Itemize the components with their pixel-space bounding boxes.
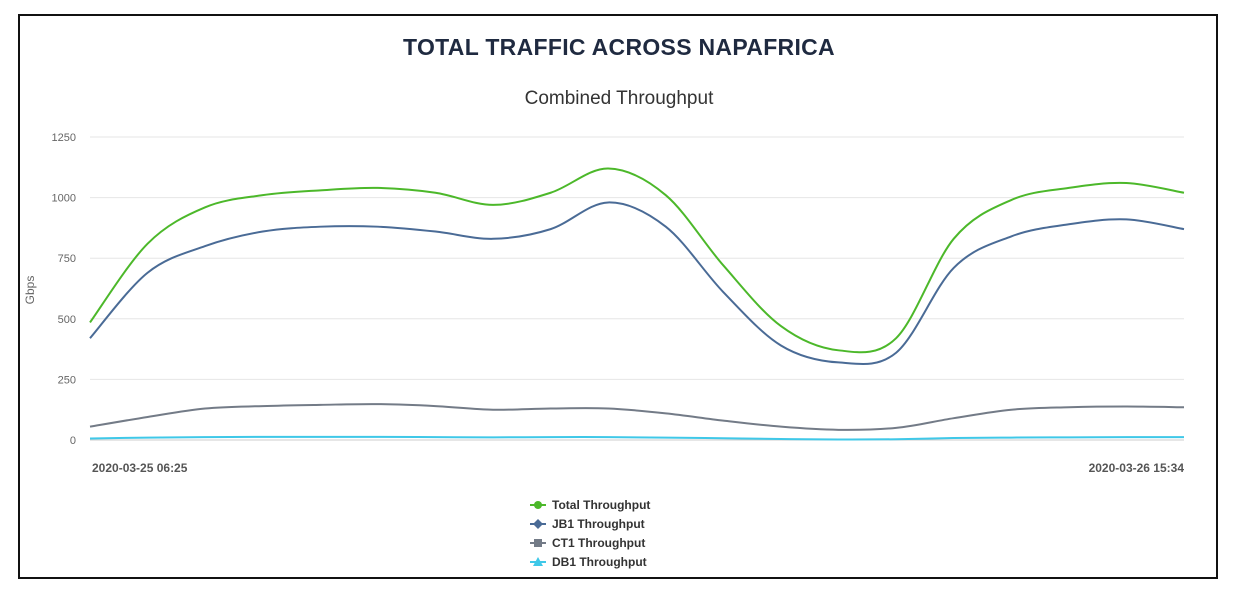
x-end-label: 2020-03-26 15:34 (1089, 461, 1185, 475)
legend-item[interactable]: DB1 Throughput (530, 552, 750, 571)
legend-label: CT1 Throughput (552, 535, 646, 550)
series-line-ct1-throughput (89, 403, 1185, 431)
y-tick-label: 1000 (52, 193, 76, 205)
chart-frame (18, 14, 1218, 579)
y-tick-label: 0 (70, 435, 76, 447)
legend-item[interactable]: CT1 Throughput (530, 533, 750, 552)
legend-item[interactable]: Total Throughput (530, 495, 750, 514)
legend-label: DB1 Throughput (552, 554, 647, 569)
chart-title: Combined Throughput (524, 88, 714, 109)
series-line-db1-throughput (89, 435, 1185, 441)
legend-diamond-icon (530, 518, 546, 529)
y-tick-label: 1250 (52, 132, 76, 144)
page-title: TOTAL TRAFFIC ACROSS NAPAFRICA (403, 34, 835, 60)
legend-label: Total Throughput (552, 497, 651, 512)
y-tick-label: 500 (58, 314, 76, 326)
series-lines (89, 167, 1185, 441)
legend-circle-icon (530, 500, 546, 509)
legend-square-icon (530, 538, 546, 547)
legend: Total Throughput JB1 Throughput CT1 Throug… (530, 495, 750, 571)
legend-label: JB1 Throughput (552, 516, 645, 531)
legend-triangle-icon (530, 556, 546, 566)
series-line-total-throughput (89, 167, 1185, 354)
y-tick-label: 250 (58, 374, 76, 386)
y-axis-ticks: 0 250 500 750 1000 1250 (52, 132, 76, 447)
grid-lines (90, 136, 1184, 441)
series-line-jb1-throughput (89, 201, 1185, 366)
y-tick-label: 750 (58, 253, 76, 265)
legend-item[interactable]: JB1 Throughput (530, 514, 750, 533)
x-start-label: 2020-03-25 06:25 (92, 461, 188, 475)
y-axis-label: Gbps (23, 276, 37, 305)
